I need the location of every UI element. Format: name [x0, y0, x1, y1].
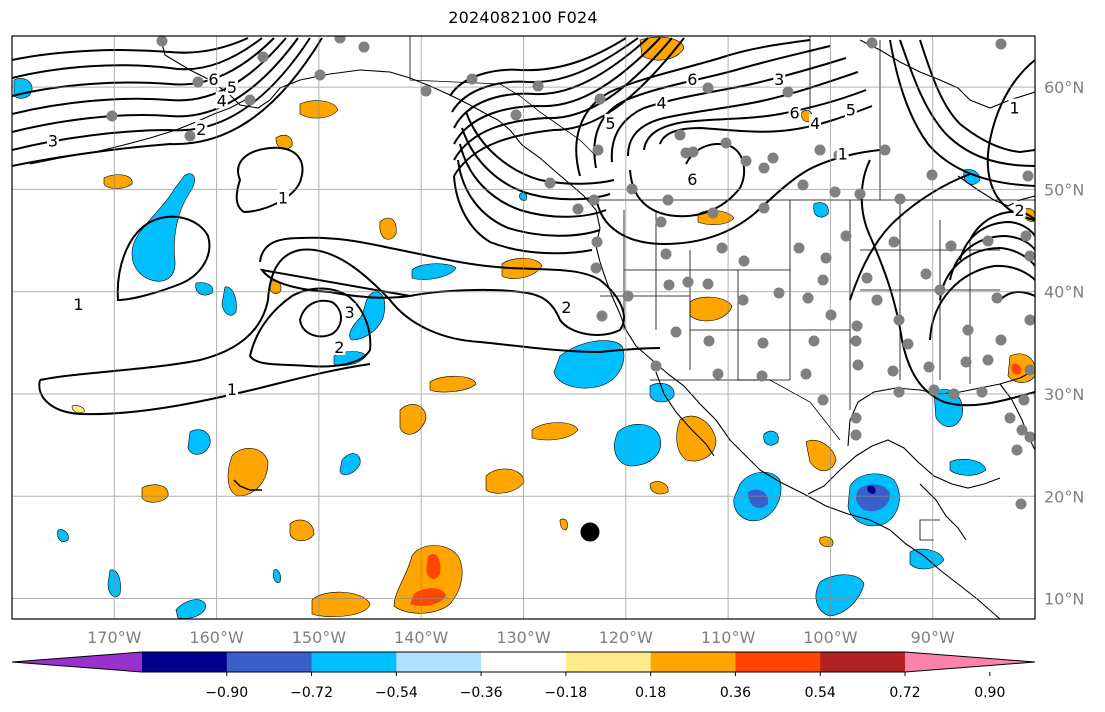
- storm-marker: [580, 522, 600, 542]
- station-dots: [106, 36, 1035, 510]
- colorbar-segment: [311, 652, 397, 672]
- contour-label: 3: [344, 303, 354, 322]
- contour-label: 4: [657, 93, 667, 112]
- colorbar-segment: [820, 652, 906, 672]
- colorbar-tick-label: 0.90: [974, 685, 1005, 701]
- contour-label-bg: [195, 120, 208, 138]
- contour-label-bg: [773, 69, 786, 87]
- colorbar-segment: [142, 652, 228, 672]
- contour-label: 1: [278, 189, 288, 208]
- lat-tick-label: 30°N: [1044, 385, 1084, 404]
- colorbar-tick-label: −0.54: [375, 685, 418, 701]
- contour-label: 6: [687, 170, 697, 189]
- contour-label: 2: [1015, 201, 1025, 220]
- lon-tick-label: 110°W: [701, 628, 756, 647]
- contour-label-bg: [225, 379, 238, 397]
- colorbar-extend-max: [905, 652, 1035, 672]
- contour-label-bg: [836, 144, 849, 162]
- contour-label-bg: [207, 69, 220, 87]
- contour-label-bg: [560, 298, 573, 316]
- colorbar-tick-label: −0.36: [460, 685, 503, 701]
- contour-label-bg: [604, 113, 617, 131]
- lon-tick-label: 130°W: [496, 628, 551, 647]
- contour-label-bg: [686, 69, 699, 87]
- colorbar-segment: [396, 652, 482, 672]
- contour-lines: [12, 37, 1035, 416]
- gridlines: [12, 36, 1035, 619]
- lat-tick-label: 50°N: [1044, 180, 1084, 199]
- colorbar-tick-label: −0.72: [290, 685, 333, 701]
- contour-label: 4: [217, 91, 227, 110]
- lon-tick-label: 90°W: [911, 628, 955, 647]
- political-borders: [409, 36, 1035, 541]
- contour-label: 6: [687, 70, 697, 89]
- contour-label-bg: [343, 303, 356, 321]
- contour-label: 2: [561, 298, 571, 317]
- contour-label-bg: [225, 78, 238, 96]
- lon-tick-label: 100°W: [803, 628, 858, 647]
- lat-tick-label: 20°N: [1044, 487, 1084, 506]
- colorbar-tick-label: 0.72: [889, 685, 920, 701]
- contour-label-bg: [1013, 200, 1026, 218]
- contour-label: 4: [810, 114, 820, 133]
- contour-label: 3: [774, 70, 784, 89]
- contour-label-bg: [655, 93, 668, 111]
- colorbar: [11, 651, 1036, 673]
- contour-label-bg: [46, 131, 59, 149]
- contour-label-bg: [277, 188, 290, 206]
- contour-label: 3: [48, 131, 58, 150]
- lon-tick-label: 170°W: [87, 628, 142, 647]
- contour-label: 1: [838, 145, 848, 164]
- lon-tick-label: 140°W: [394, 628, 449, 647]
- contour-label: 1: [1009, 99, 1019, 118]
- map-frame: [11, 35, 1036, 620]
- colorbar-tick-label: −0.90: [205, 685, 248, 701]
- colorbar-tick-label: −0.18: [544, 685, 587, 701]
- contour-label-bg: [844, 100, 857, 118]
- lat-tick-label: 10°N: [1044, 590, 1084, 609]
- chart-title: 2024082100 F024: [448, 8, 598, 27]
- colorbar-segment: [565, 652, 652, 672]
- latitude-tick-labels: 10°N 20°N 30°N 40°N 50°N 60°N: [1044, 78, 1084, 608]
- contour-label-bg: [1008, 98, 1021, 116]
- contour-label: 5: [605, 114, 615, 133]
- lat-tick-label: 40°N: [1044, 283, 1084, 302]
- contour-label: 2: [196, 120, 206, 139]
- contour-label-bg: [215, 91, 228, 109]
- lon-tick-label: 120°W: [599, 628, 654, 647]
- longitude-tick-labels: 170°W 160°W 150°W 140°W 130°W 120°W 110°W 100°W…: [87, 628, 955, 647]
- colorbar-extend-min: [12, 652, 142, 672]
- lat-tick-label: 60°N: [1044, 78, 1084, 97]
- contour-label: 6: [790, 104, 800, 123]
- contour-label: 1: [227, 380, 237, 399]
- colorbar-outline: [11, 651, 1036, 673]
- contour-label: 2: [334, 338, 344, 357]
- contour-label: 6: [208, 70, 218, 89]
- contour-label-bg: [809, 113, 822, 131]
- contour-label-bg: [72, 294, 85, 312]
- colorbar-tick-label: 0.36: [720, 685, 751, 701]
- colorbar-segment: [650, 652, 736, 672]
- colorbar-tick-label: 0.54: [805, 685, 836, 701]
- lon-tick-label: 160°W: [189, 628, 244, 647]
- colorbar-tick-label: 0.18: [635, 685, 666, 701]
- colorbar-segment: [226, 652, 313, 672]
- contour-label: 1: [73, 295, 83, 314]
- contour-label-bg: [333, 337, 346, 355]
- lon-tick-label: 150°W: [292, 628, 347, 647]
- contour-label-bg: [788, 103, 801, 121]
- contour-label-bg: [686, 170, 699, 188]
- contour-label: 5: [227, 78, 237, 97]
- colorbar-segment: [735, 652, 821, 672]
- contour-label: 5: [846, 101, 856, 120]
- colorbar-tick-labels: −0.90 −0.72 −0.54 −0.36 −0.18 0.18 0.36 0.54 0.7…: [205, 672, 1005, 701]
- colorbar-segment: [481, 652, 567, 672]
